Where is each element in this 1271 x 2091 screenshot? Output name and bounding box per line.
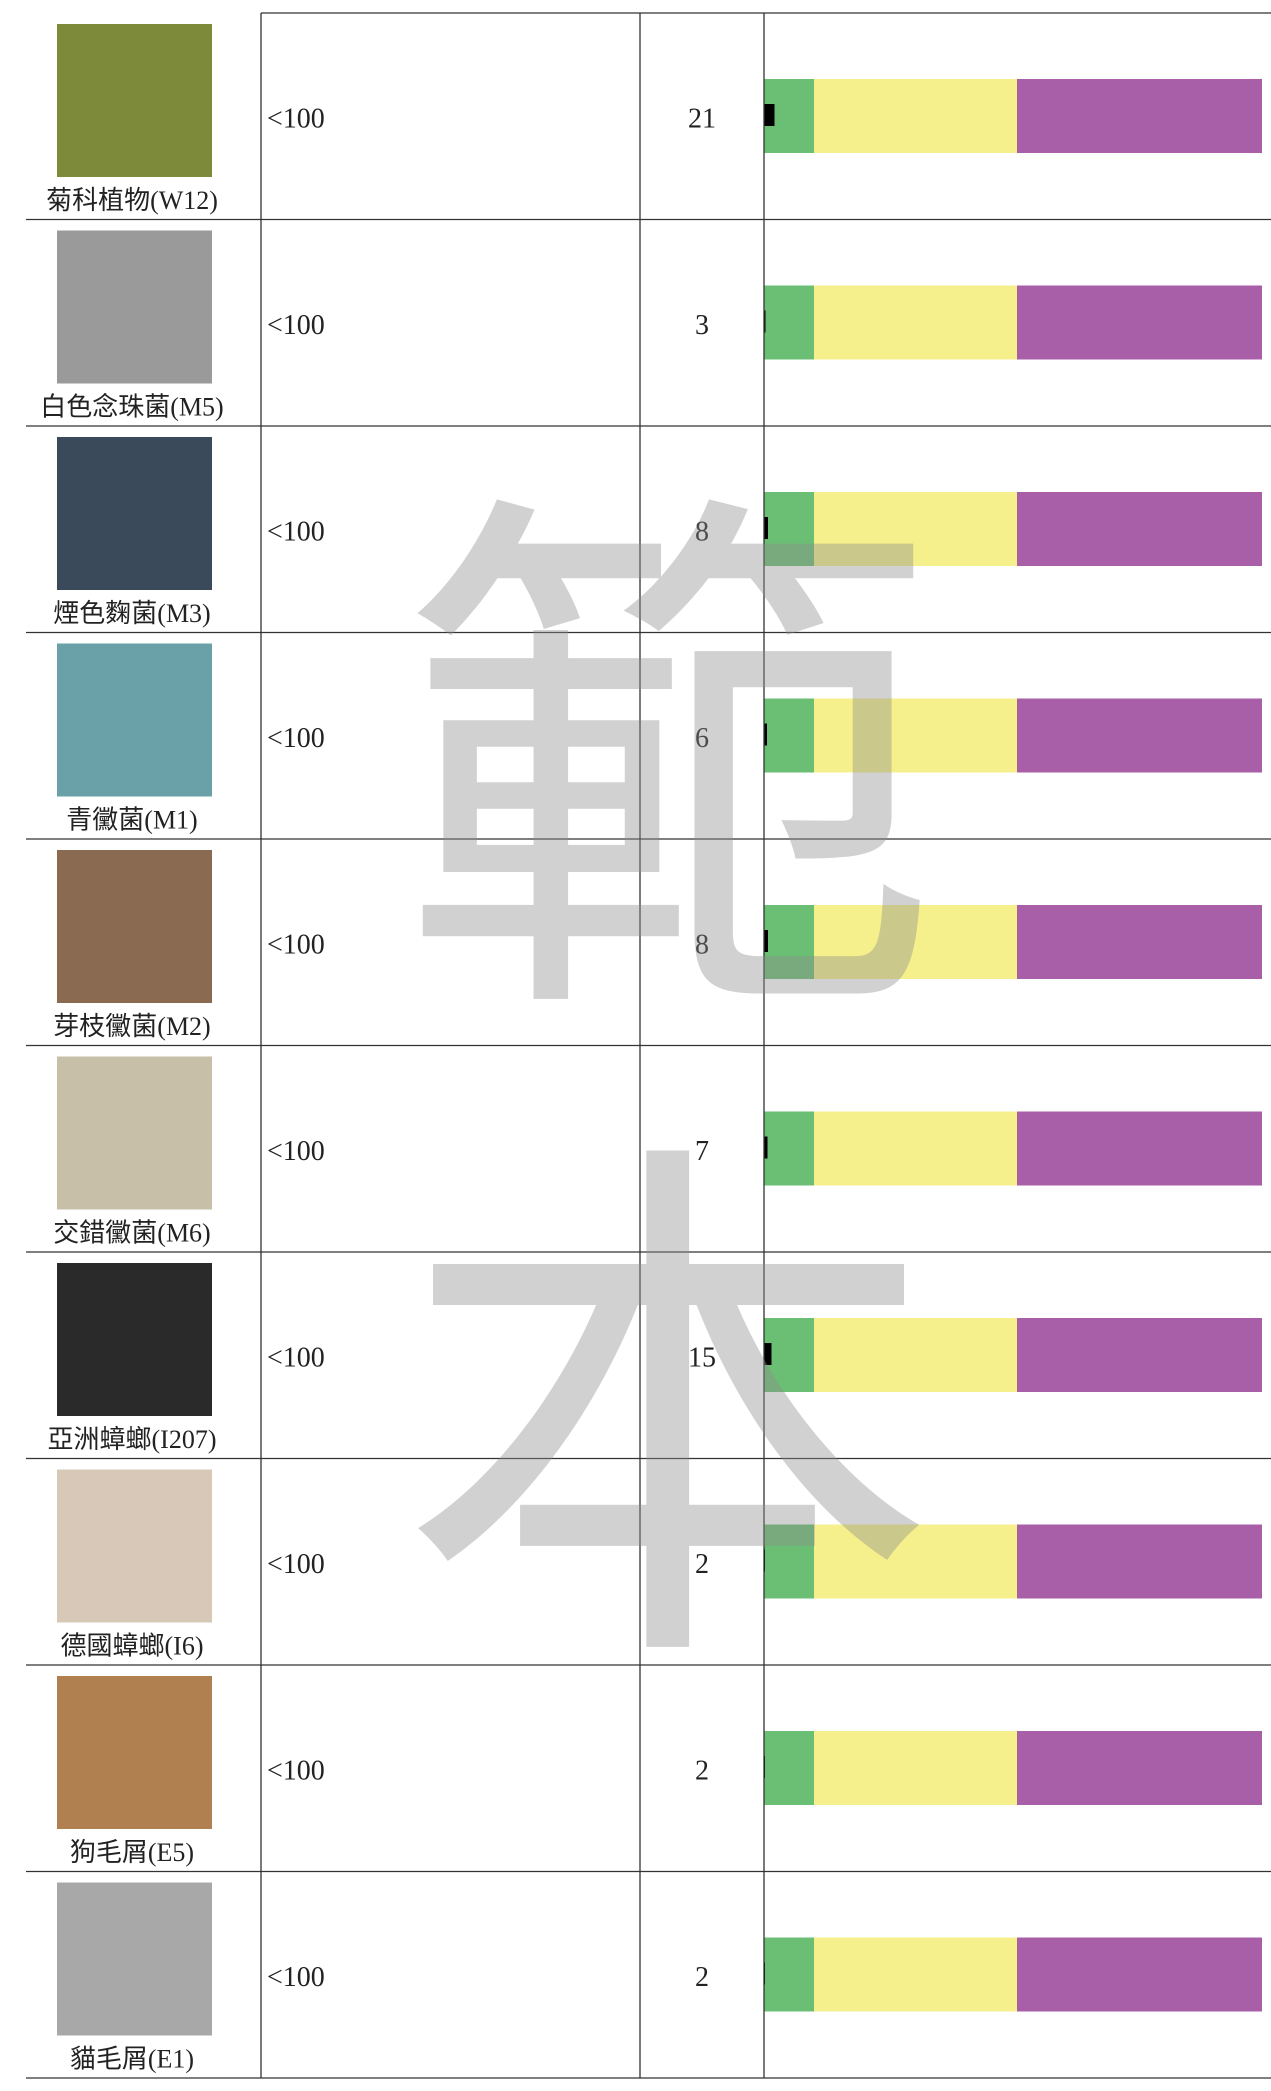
level: <100: [267, 310, 325, 341]
count: 8: [695, 516, 709, 547]
band-low: [764, 698, 814, 773]
band-mid: [814, 1111, 1017, 1186]
allergen-name: 煙色麴菌(M3): [53, 599, 210, 628]
band-high: [1017, 1111, 1262, 1186]
band-mid: [814, 285, 1017, 360]
thumbnail: [57, 1676, 212, 1829]
band-low: [764, 1111, 814, 1186]
allergen-name: 德國蟑螂(I6): [61, 1631, 204, 1660]
band-low: [764, 1731, 814, 1805]
count: 7: [695, 1136, 709, 1167]
band-mid: [814, 905, 1017, 979]
thumbnail: [57, 1469, 212, 1623]
allergen-name: 貓毛屑(E1): [70, 2044, 194, 2073]
allergen-name: 亞洲蟑螂(I207): [48, 1425, 217, 1454]
thumbnail: [57, 1263, 212, 1416]
allergen-name: 青黴菌(M1): [66, 805, 197, 834]
level: <100: [267, 1962, 325, 1993]
band-mid: [814, 79, 1017, 153]
allergen-name: 芽枝黴菌(M2): [53, 1012, 210, 1041]
band-mid: [814, 698, 1017, 773]
thumbnail: [57, 24, 212, 177]
count: 6: [695, 723, 709, 754]
level: <100: [267, 1549, 325, 1580]
level: <100: [267, 929, 325, 960]
count: 8: [695, 929, 709, 960]
count: 3: [695, 310, 709, 341]
band-high: [1017, 1524, 1262, 1599]
level: <100: [267, 1136, 325, 1167]
band-low: [764, 1524, 814, 1599]
thumbnail: [57, 643, 212, 797]
watermark: 本: [398, 1104, 938, 1732]
band-mid: [814, 1524, 1017, 1599]
count: 2: [695, 1549, 709, 1580]
band-mid: [814, 1318, 1017, 1392]
count-marker: [764, 1136, 768, 1159]
watermark: 範: [398, 456, 938, 1084]
count: 21: [688, 103, 716, 134]
level: <100: [267, 1755, 325, 1786]
allergen-name: 白色念珠菌(M5): [40, 392, 223, 421]
thumbnail: [57, 850, 212, 1003]
band-high: [1017, 285, 1262, 360]
band-high: [1017, 1318, 1262, 1392]
count: 2: [695, 1962, 709, 1993]
count-marker: [764, 517, 768, 539]
allergen-name: 狗毛屑(E5): [70, 1838, 194, 1867]
level: <100: [267, 516, 325, 547]
allergen-name: 交錯黴菌(M6): [53, 1218, 210, 1247]
band-low: [764, 905, 814, 979]
band-high: [1017, 79, 1262, 153]
band-high: [1017, 905, 1262, 979]
band-low: [764, 1937, 814, 2012]
allergen-name: 菊科植物(W12): [46, 186, 218, 215]
thumbnail: [57, 1882, 212, 2036]
band-low: [764, 492, 814, 566]
count-marker: [764, 310, 766, 333]
band-low: [764, 1318, 814, 1392]
band-high: [1017, 1937, 1262, 2012]
count-marker: [764, 1343, 772, 1365]
band-low: [764, 285, 814, 360]
band-mid: [814, 1731, 1017, 1805]
band-high: [1017, 698, 1262, 773]
count-marker: [764, 104, 775, 126]
level: <100: [267, 723, 325, 754]
band-mid: [814, 1937, 1017, 2012]
thumbnail: [57, 1056, 212, 1210]
count-marker: [764, 930, 768, 952]
level: <100: [267, 103, 325, 134]
band-high: [1017, 1731, 1262, 1805]
count-marker: [764, 723, 767, 746]
thumbnail: [57, 230, 212, 384]
count: 2: [695, 1755, 709, 1786]
band-high: [1017, 492, 1262, 566]
level: <100: [267, 1342, 325, 1373]
band-mid: [814, 492, 1017, 566]
thumbnail: [57, 437, 212, 590]
count: 15: [688, 1342, 716, 1373]
